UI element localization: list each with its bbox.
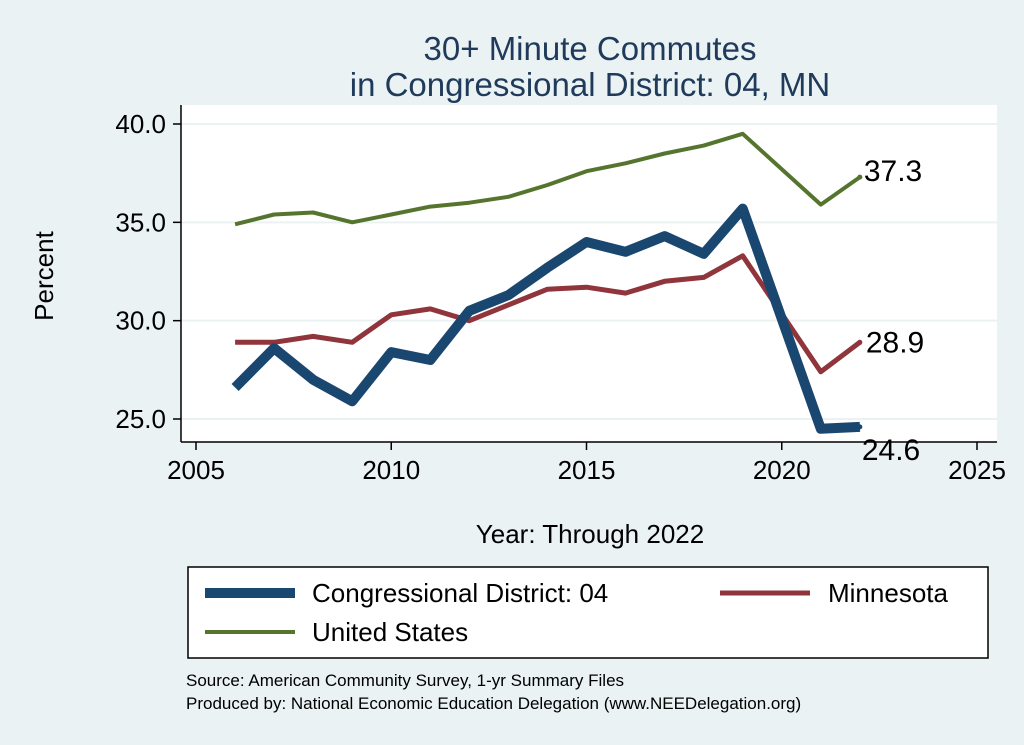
legend-label-united-states: United States <box>312 617 468 647</box>
x-tick-label: 2005 <box>167 455 225 485</box>
source-note: Source: American Community Survey, 1-yr … <box>186 671 624 690</box>
y-tick-label: 30.0 <box>115 306 166 336</box>
y-axis-label: Percent <box>29 230 59 320</box>
legend-label-minnesota: Minnesota <box>828 578 948 608</box>
gridlines <box>181 123 997 420</box>
end-point-minnesota <box>857 339 863 345</box>
legend-box <box>187 566 989 659</box>
series-line-minnesota <box>235 253 862 375</box>
series-layer <box>231 131 862 434</box>
produced-note: Produced by: National Economic Education… <box>186 694 801 713</box>
x-tick-label: 2015 <box>558 455 616 485</box>
series-line-united-states <box>234 131 862 227</box>
series-line-congressional-district <box>231 203 861 434</box>
y-tick-label: 25.0 <box>115 404 166 434</box>
end-labels: 24.6 28.9 37.3 <box>857 155 924 467</box>
legend-label-congressional-district: Congressional District: 04 <box>312 578 608 608</box>
y-axis-ticks: 25.0 30.0 35.0 40.0 <box>115 109 181 434</box>
x-tick-label: 2025 <box>948 455 1006 485</box>
chart-title-line2: in Congressional District: 04, MN <box>350 66 831 103</box>
x-tick-label: 2020 <box>753 455 811 485</box>
end-label-united-states: 37.3 <box>864 155 922 188</box>
end-point-congressional-district <box>857 424 863 430</box>
x-axis-label: Year: Through 2022 <box>476 519 704 549</box>
end-label-congressional-district: 24.6 <box>862 434 920 467</box>
y-tick-label: 40.0 <box>115 109 166 139</box>
end-point-united-states <box>857 174 863 180</box>
end-label-minnesota: 28.9 <box>866 326 924 359</box>
chart-title-line1: 30+ Minute Commutes <box>424 30 757 67</box>
x-axis-ticks: 2005 2010 2015 2020 2025 <box>167 442 1006 485</box>
x-tick-label: 2010 <box>362 455 420 485</box>
y-tick-label: 35.0 <box>115 207 166 237</box>
